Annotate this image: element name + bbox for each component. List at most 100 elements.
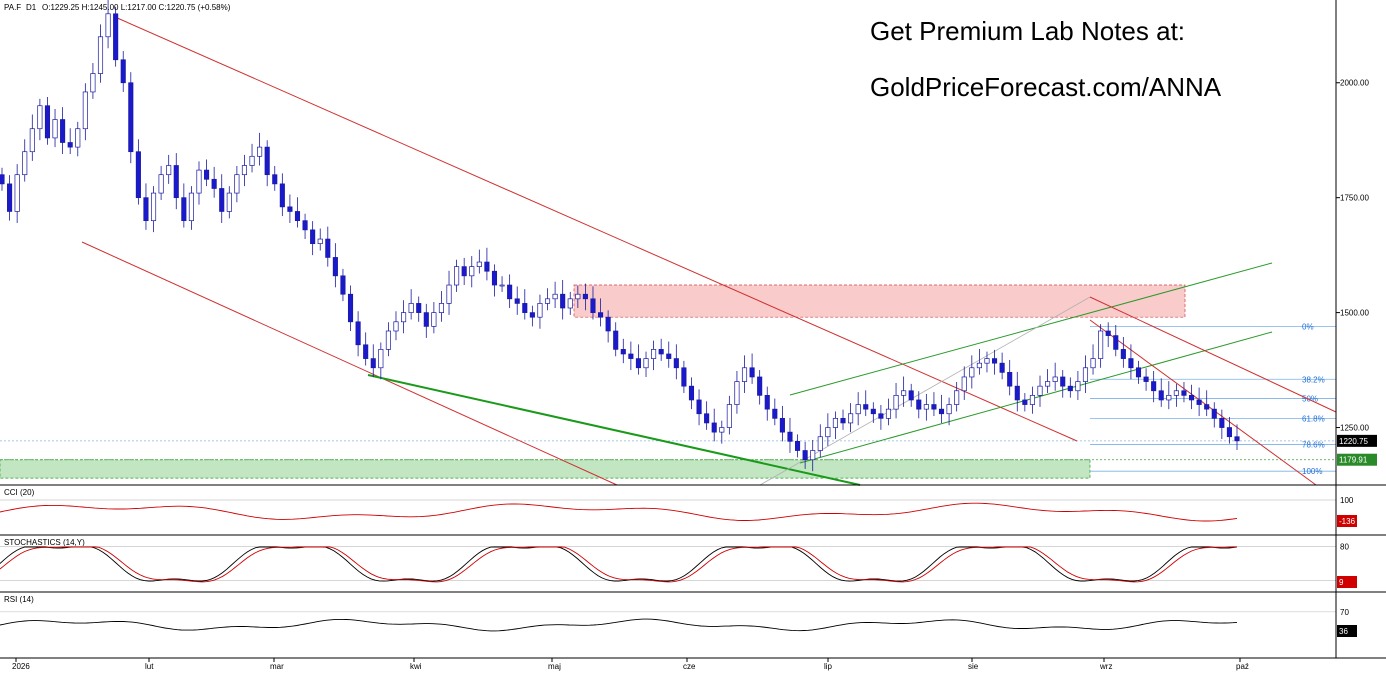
candle	[310, 229, 316, 244]
candle	[870, 408, 876, 415]
candle	[1037, 385, 1043, 396]
candle	[135, 151, 141, 199]
candle	[923, 404, 929, 410]
x-tick-label: 2026	[12, 662, 30, 671]
candle	[272, 174, 278, 185]
promo-line-1: Get Premium Lab Notes at:	[870, 16, 1186, 46]
candle	[1014, 385, 1020, 401]
candle	[241, 165, 248, 176]
x-tick-label: wrz	[1099, 662, 1112, 671]
indicator-signal-line	[0, 546, 1237, 583]
red-down-lower	[1089, 319, 1317, 486]
candle	[1098, 330, 1104, 359]
candle	[567, 298, 573, 309]
indicator-line	[0, 502, 1238, 522]
candle	[1135, 367, 1142, 378]
candle	[848, 413, 854, 424]
candle	[688, 385, 695, 401]
timeframe-label: D1	[26, 3, 37, 12]
candle	[810, 450, 816, 461]
candle	[454, 266, 460, 286]
candle	[499, 284, 505, 287]
support-zone	[0, 459, 1091, 479]
candle	[605, 316, 611, 332]
x-tick-label: paź	[1236, 662, 1249, 671]
candle	[113, 13, 119, 61]
candle	[150, 192, 157, 222]
candle	[772, 408, 778, 419]
candle	[795, 440, 801, 451]
candle	[855, 404, 861, 415]
candle	[817, 436, 823, 451]
candle	[166, 165, 172, 176]
candle	[1181, 390, 1187, 396]
candle	[370, 358, 376, 369]
last-price-tag-bg	[1337, 434, 1377, 447]
candle	[423, 312, 429, 327]
candle	[704, 413, 710, 424]
candle	[1045, 381, 1051, 387]
candle	[711, 422, 717, 433]
candle	[954, 390, 960, 405]
candle	[431, 312, 437, 327]
red-channel-lower	[81, 241, 618, 486]
candle	[1029, 395, 1035, 405]
candle	[325, 238, 331, 258]
candle	[97, 36, 104, 74]
candle	[257, 146, 263, 157]
candle	[620, 349, 626, 355]
candle	[294, 211, 301, 222]
candle	[446, 284, 452, 304]
candle	[514, 298, 520, 304]
candle	[469, 266, 475, 277]
candle	[204, 169, 210, 180]
candle	[219, 188, 225, 212]
indicator-value: -136	[1339, 517, 1356, 526]
green-support-line	[367, 374, 861, 486]
candle	[158, 174, 164, 194]
x-tick-label: sie	[968, 662, 979, 671]
y-tick-label: 1500.00	[1340, 309, 1369, 318]
green-channel-upper	[789, 262, 1273, 396]
indicator-value: 9	[1339, 578, 1344, 587]
support-price-tag-bg	[1337, 453, 1377, 466]
candle	[984, 358, 990, 364]
candle	[552, 293, 558, 300]
candle	[522, 303, 528, 313]
candle	[726, 404, 732, 428]
candle	[681, 367, 687, 387]
candle	[128, 82, 134, 153]
candle	[779, 417, 785, 433]
candle	[476, 261, 482, 267]
candle	[878, 413, 884, 419]
x-tick-label: cze	[683, 662, 696, 671]
candle	[340, 275, 346, 295]
candle	[14, 174, 20, 212]
candle	[575, 293, 581, 300]
candle	[264, 146, 270, 176]
support-price-tag: 1179.91	[1339, 456, 1368, 465]
symbol-label: PA.F	[4, 3, 21, 12]
candle	[991, 358, 998, 364]
y-tick-label: 1750.00	[1340, 194, 1369, 203]
candle	[658, 349, 664, 355]
candle	[416, 303, 422, 313]
candle	[863, 404, 869, 410]
x-tick-label: lut	[145, 662, 154, 671]
candle	[302, 220, 308, 231]
candle	[787, 431, 793, 442]
candle	[507, 284, 513, 300]
candle	[484, 261, 490, 272]
candle	[1067, 385, 1073, 392]
candle	[181, 197, 187, 222]
candle	[1090, 358, 1096, 369]
indicator-value-bg	[1337, 576, 1357, 588]
candle	[757, 376, 763, 396]
candle	[1173, 390, 1179, 396]
indicator-value-bg	[1337, 625, 1357, 637]
candle	[840, 417, 846, 424]
candle	[613, 330, 619, 350]
last-price-tag: 1220.75	[1339, 437, 1368, 446]
candle	[1188, 395, 1195, 401]
red-down-upper	[1089, 296, 1337, 413]
